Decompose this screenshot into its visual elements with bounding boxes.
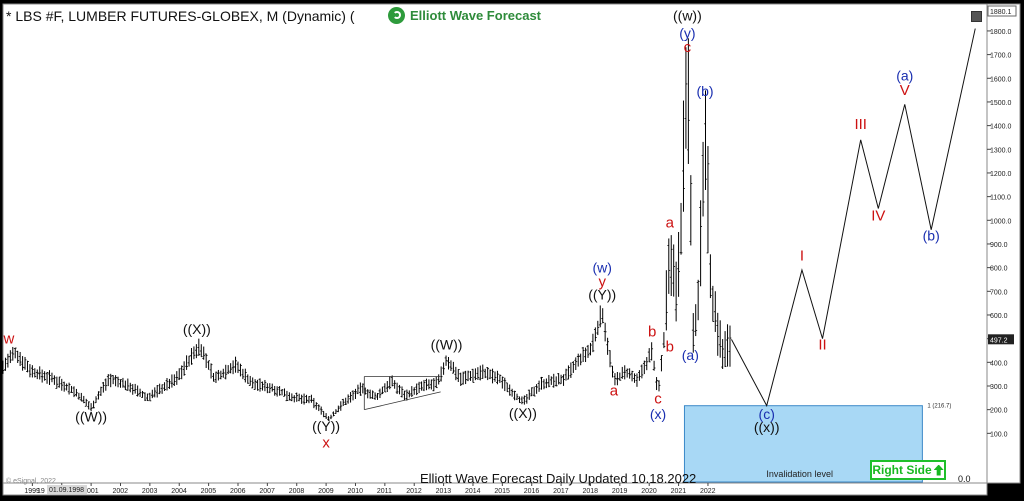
y-tick-label: 200.0 bbox=[990, 408, 1008, 415]
y-top-box bbox=[987, 5, 1017, 17]
invalidation-label: Invalidation level bbox=[766, 469, 833, 479]
wave-label: b bbox=[666, 339, 674, 356]
x-tick-label: 2007 bbox=[259, 488, 275, 495]
wave-label: (b) bbox=[696, 83, 713, 99]
wave-label: ((w)) bbox=[673, 7, 702, 23]
wave-label: I bbox=[800, 248, 804, 265]
wave-label: (x) bbox=[650, 406, 666, 422]
x-tick-label: 2018 bbox=[582, 488, 598, 495]
elliott-logo-icon bbox=[388, 7, 405, 24]
x-tick-label: 2001 bbox=[83, 488, 99, 495]
wave-label: ((W)) bbox=[431, 336, 463, 352]
wave-label: (a) bbox=[682, 347, 699, 363]
wave-label: w bbox=[2, 330, 14, 347]
plot-area bbox=[2, 3, 988, 484]
wave-label: ((x)) bbox=[754, 419, 780, 435]
y-tick-label: 1500.0 bbox=[990, 100, 1012, 107]
y-tick-label: 1400.0 bbox=[990, 124, 1012, 131]
x-tick-label: 2008 bbox=[289, 488, 305, 495]
x-tick-label: 2004 bbox=[171, 488, 187, 495]
wave-label: IV bbox=[871, 207, 885, 224]
wave-label: a bbox=[610, 382, 619, 399]
x-tick-label: 2012 bbox=[406, 488, 422, 495]
x-tick-label: 2021 bbox=[671, 488, 687, 495]
x-tick-label: 2016 bbox=[524, 488, 540, 495]
wave-label: (y) bbox=[679, 25, 695, 41]
x-tick-label: 2022 bbox=[700, 488, 716, 495]
y-tick-label: 800.0 bbox=[990, 266, 1008, 273]
settings-icon[interactable] bbox=[971, 11, 982, 22]
current-price-box bbox=[988, 334, 1014, 345]
wave-label: (w) bbox=[592, 259, 611, 275]
invalidation-level-label: 1 (216.7) bbox=[927, 404, 951, 410]
current-price-label: 497.2 bbox=[990, 337, 1008, 344]
brand-logo: Elliott Wave Forecast bbox=[388, 7, 541, 24]
wave-label: ((Y)) bbox=[312, 418, 340, 434]
wave-label: ((W)) bbox=[75, 408, 107, 424]
y-axis-strip bbox=[986, 3, 1021, 484]
y-top-label: 1880.1 bbox=[990, 9, 1012, 16]
projection-path bbox=[731, 28, 976, 408]
y-tick-label: 600.0 bbox=[990, 313, 1008, 320]
y-tick-label: 1800.0 bbox=[990, 29, 1012, 36]
right-side-label: Right Side bbox=[872, 463, 932, 477]
x-tick-label: 2020 bbox=[641, 488, 657, 495]
y-tick-label: 1000.0 bbox=[990, 218, 1012, 225]
x-tick-label: 2015 bbox=[494, 488, 510, 495]
wave-label: ((Y)) bbox=[588, 287, 616, 303]
y-tick-label: 300.0 bbox=[990, 384, 1008, 391]
y-tick-label: 100.0 bbox=[990, 431, 1008, 438]
wave-label: a bbox=[666, 214, 675, 231]
x-partial-label: 19 bbox=[37, 488, 45, 495]
wave-label: ((X)) bbox=[183, 321, 211, 337]
x-tick-label: 2014 bbox=[465, 488, 481, 495]
wave-label: y bbox=[598, 274, 606, 291]
wave-label: (c) bbox=[759, 406, 775, 422]
wave-label: ((X)) bbox=[509, 405, 537, 421]
y-tick-label: 700.0 bbox=[990, 289, 1008, 296]
wave-label: b bbox=[648, 323, 656, 340]
x-tick-label: 2005 bbox=[201, 488, 217, 495]
wave-label: (a) bbox=[896, 68, 913, 84]
x-tick-label: 2019 bbox=[612, 488, 628, 495]
x-axis-strip bbox=[2, 482, 988, 496]
x-tick-label: 2009 bbox=[318, 488, 334, 495]
arrow-up-icon bbox=[933, 464, 944, 476]
y-tick-label: 1300.0 bbox=[990, 147, 1012, 154]
x-tick-label: 2003 bbox=[142, 488, 158, 495]
x-tick-label: 2006 bbox=[230, 488, 246, 495]
wave-label: III bbox=[854, 116, 867, 133]
y-tick-label: 900.0 bbox=[990, 242, 1008, 249]
wave-label: II bbox=[818, 336, 826, 353]
wave-label: (b) bbox=[923, 227, 940, 243]
x-date-label: 01.09.1998 bbox=[49, 487, 84, 494]
wave-label: c bbox=[684, 39, 692, 56]
x-tick-label: 2002 bbox=[112, 488, 128, 495]
copyright: © eSignal, 2022 bbox=[6, 478, 56, 485]
y-tick-label: 1600.0 bbox=[990, 76, 1012, 83]
y-tick-label: 400.0 bbox=[990, 360, 1008, 367]
y-tick-label: 1100.0 bbox=[990, 195, 1011, 202]
x-tick-label: 2011 bbox=[377, 488, 392, 495]
right-side-badge: Right Side bbox=[870, 460, 946, 480]
wave-label: V bbox=[900, 82, 910, 99]
x-date-box bbox=[47, 485, 87, 494]
y-tick-label: 1700.0 bbox=[990, 53, 1012, 60]
wave-label: x bbox=[322, 435, 330, 452]
x-tick-label: 2013 bbox=[436, 488, 452, 495]
x-tick-label: 2010 bbox=[347, 488, 363, 495]
brand-name: Elliott Wave Forecast bbox=[410, 8, 541, 23]
triangle-lower-line bbox=[364, 391, 441, 411]
zero-label: 0.0 bbox=[958, 474, 971, 484]
x-tick-label: 2017 bbox=[553, 488, 569, 495]
y-tick-label: 1200.0 bbox=[990, 171, 1012, 178]
chart-title: * LBS #F, LUMBER FUTURES-GLOBEX, M (Dyna… bbox=[6, 8, 355, 24]
update-caption: Elliott Wave Forecast Daily Updated 10.1… bbox=[420, 471, 697, 486]
wave-label: c bbox=[654, 391, 662, 408]
x-tick-label: 1999 bbox=[24, 488, 40, 495]
